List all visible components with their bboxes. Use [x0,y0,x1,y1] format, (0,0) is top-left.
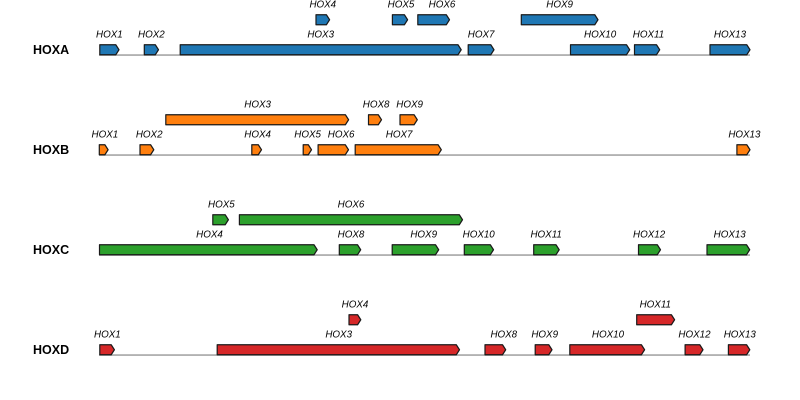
svg-text:HOX9: HOX9 [396,99,423,110]
svg-text:HOX12: HOX12 [678,330,711,341]
svg-text:HOX8: HOX8 [363,99,390,110]
svg-text:HOX9: HOX9 [546,0,573,10]
svg-text:HOX13: HOX13 [714,230,747,241]
svg-text:HOX6: HOX6 [429,0,456,10]
svg-text:HOX4: HOX4 [244,130,271,141]
svg-text:HOX12: HOX12 [633,230,666,241]
svg-text:HOX11: HOX11 [640,299,671,310]
svg-text:HOX11: HOX11 [530,230,561,241]
svg-text:HOX9: HOX9 [531,330,558,341]
svg-text:HOX11: HOX11 [633,30,664,41]
svg-text:HOX2: HOX2 [138,30,165,41]
svg-text:HOXD: HOXD [33,343,69,357]
svg-text:HOX4: HOX4 [309,0,336,10]
svg-text:HOX6: HOX6 [338,199,365,210]
svg-text:HOX5: HOX5 [208,199,235,210]
svg-text:HOX13: HOX13 [714,30,747,41]
svg-text:HOX4: HOX4 [196,230,223,241]
svg-text:HOX1: HOX1 [96,30,123,41]
svg-text:HOX1: HOX1 [94,330,121,341]
svg-text:HOX1: HOX1 [92,130,119,141]
svg-text:HOX13: HOX13 [728,130,761,141]
svg-text:HOX10: HOX10 [584,30,617,41]
svg-text:HOX8: HOX8 [338,230,365,241]
svg-text:HOX7: HOX7 [386,130,413,141]
svg-text:HOX3: HOX3 [325,330,352,341]
svg-text:HOX5: HOX5 [388,0,415,10]
svg-text:HOX10: HOX10 [592,330,625,341]
svg-text:HOX7: HOX7 [468,30,495,41]
svg-text:HOX13: HOX13 [724,330,757,341]
svg-text:HOX10: HOX10 [463,230,496,241]
svg-text:HOXC: HOXC [33,243,69,257]
svg-text:HOX5: HOX5 [294,130,321,141]
svg-text:HOX8: HOX8 [490,330,517,341]
svg-text:HOX4: HOX4 [342,299,369,310]
svg-text:HOX3: HOX3 [244,99,271,110]
svg-text:HOX2: HOX2 [136,130,163,141]
svg-text:HOXB: HOXB [33,143,69,157]
svg-text:HOX9: HOX9 [410,230,437,241]
svg-text:HOX3: HOX3 [307,30,334,41]
svg-text:HOXA: HOXA [33,43,69,57]
svg-text:HOX6: HOX6 [328,130,355,141]
